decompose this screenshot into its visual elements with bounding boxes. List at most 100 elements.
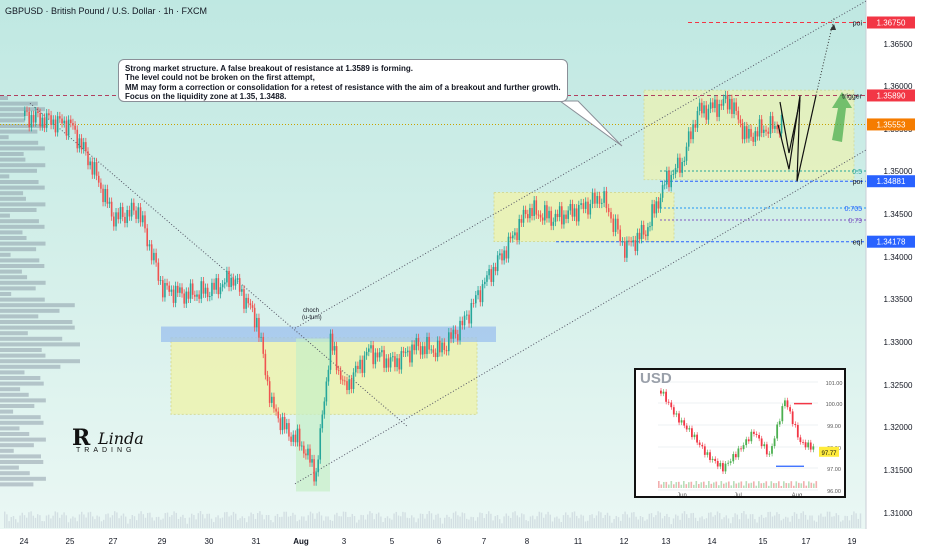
candle <box>102 188 104 203</box>
volume-bar <box>655 515 657 528</box>
volume-bar <box>323 520 325 528</box>
candle <box>718 104 720 117</box>
volume-profile-bar <box>0 213 10 218</box>
volume-profile-bar <box>0 297 45 302</box>
candle <box>758 119 761 137</box>
candle <box>752 136 754 142</box>
candle <box>769 116 772 134</box>
volume-bar <box>459 516 461 528</box>
volume-bar <box>246 522 248 528</box>
inset-candle <box>709 452 711 460</box>
volume-bar <box>727 518 730 528</box>
volume-bar <box>252 514 254 528</box>
volume-bar <box>758 516 760 528</box>
candle <box>354 365 357 373</box>
candle <box>475 295 477 304</box>
volume-bar <box>604 514 606 528</box>
volume-bar <box>263 519 265 528</box>
candle <box>743 126 746 140</box>
volume-bar <box>239 518 241 528</box>
inset-candle <box>691 428 693 438</box>
candle <box>378 352 381 358</box>
volume-bar <box>397 515 400 528</box>
price-label-value: 1.34881 <box>877 177 906 186</box>
candle <box>30 115 33 128</box>
candle <box>494 266 497 272</box>
candle <box>466 314 468 316</box>
candle <box>108 201 111 204</box>
candle <box>653 204 655 214</box>
volume-bar <box>356 522 358 528</box>
candle <box>206 287 209 298</box>
volume-bar <box>446 514 448 528</box>
candle <box>183 293 185 304</box>
candle <box>85 142 87 152</box>
candle <box>204 287 207 294</box>
volume-bar <box>12 516 15 528</box>
candle <box>323 401 326 415</box>
candle <box>550 210 552 226</box>
projection-wave <box>779 99 801 154</box>
volume-bar <box>21 512 23 528</box>
candle <box>89 161 91 166</box>
volume-bar <box>197 513 199 528</box>
volume-profile-bar <box>0 180 39 184</box>
volume-bar <box>738 519 741 528</box>
volume-profile-bar <box>0 275 28 280</box>
inset-title: USD <box>640 370 672 387</box>
volume-bar <box>292 512 294 528</box>
volume-bar <box>523 514 525 528</box>
volume-bar <box>415 522 417 528</box>
volume-profile-bar <box>0 101 38 106</box>
candle <box>683 160 686 162</box>
inset-candle <box>740 448 742 450</box>
inset-candle <box>760 438 763 447</box>
candle <box>398 358 401 370</box>
candle <box>505 250 508 259</box>
candle <box>271 396 273 403</box>
candle <box>313 459 315 482</box>
volume-bar <box>573 511 576 528</box>
volume-bar <box>441 523 444 528</box>
volume-bar <box>118 518 120 528</box>
volume-bar <box>754 519 756 528</box>
y-tick-label: 1.36000 <box>884 82 913 91</box>
inset-volume-bar <box>753 481 755 488</box>
volume-profile-bar <box>0 146 45 151</box>
candle <box>72 122 74 126</box>
volume-bar <box>345 511 347 528</box>
volume-bar <box>584 521 587 528</box>
volume-profile-bar <box>0 387 21 392</box>
candle <box>501 253 503 261</box>
inset-candle <box>778 421 781 425</box>
volume-bar <box>851 514 853 528</box>
volume-bar <box>144 517 147 528</box>
volume-bar <box>217 515 219 528</box>
volume-bar <box>26 517 28 528</box>
candle <box>341 379 344 381</box>
volume-bar <box>503 516 505 528</box>
volume-bar <box>556 516 558 528</box>
brand-name: Linda <box>98 429 144 448</box>
candle <box>223 282 226 285</box>
volume-bar <box>213 522 215 528</box>
volume-profile-bar <box>0 191 24 196</box>
volume-bar <box>406 517 408 528</box>
volume-bar <box>215 517 217 528</box>
volume-profile-bar <box>0 454 41 459</box>
volume-bar <box>496 515 499 528</box>
candle <box>729 98 731 110</box>
candle <box>569 204 572 211</box>
volume-bar <box>369 511 371 528</box>
candle <box>217 278 220 295</box>
candle <box>518 219 520 241</box>
volume-bar <box>595 515 598 528</box>
candle <box>317 459 319 473</box>
candle <box>645 234 647 237</box>
candle <box>329 333 332 370</box>
volume-bar <box>705 518 708 528</box>
volume-bar <box>15 519 17 528</box>
volume-bar <box>41 521 43 528</box>
candle <box>281 416 284 431</box>
